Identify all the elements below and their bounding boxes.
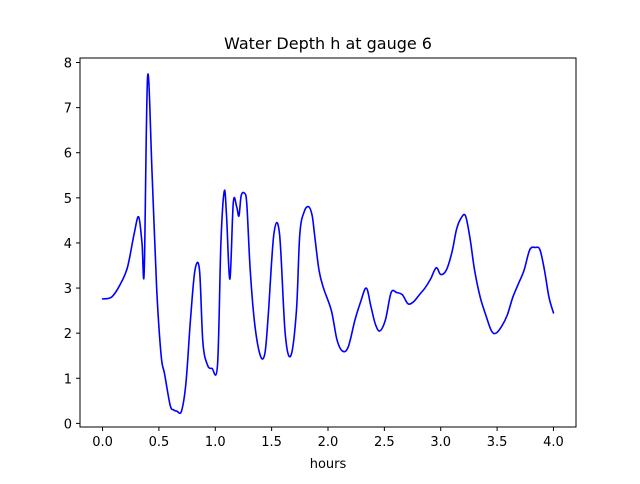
y-tick-label: 3 — [64, 282, 72, 297]
x-tick-label: 2.0 — [318, 435, 339, 450]
series-line-0 — [101, 73, 555, 415]
x-tick-label: 4.0 — [543, 435, 564, 450]
y-tick-label: 7 — [64, 102, 72, 117]
series-layer — [101, 73, 555, 415]
y-tick-label: 1 — [64, 372, 72, 387]
y-tick-label: 0 — [64, 417, 72, 432]
x-tick-label: 3.0 — [430, 435, 451, 450]
y-tick-label: 2 — [64, 327, 72, 342]
chart-title: Water Depth h at gauge 6 — [224, 34, 432, 53]
x-tick-label: 0.0 — [92, 435, 113, 450]
x-axis-label: hours — [310, 457, 347, 472]
y-tick-label: 5 — [64, 192, 72, 207]
x-axis: 0.0 0.5 1.0 1.5 2.0 2.5 3.0 3.5 4.0 — [92, 427, 564, 450]
x-tick-label: 1.0 — [205, 435, 226, 450]
y-axis: 0 1 2 3 4 5 6 7 8 — [64, 57, 80, 432]
y-tick-label: 8 — [64, 57, 72, 72]
x-tick-label: 2.5 — [374, 435, 395, 450]
y-tick-label: 4 — [64, 237, 72, 252]
x-tick-label: 3.5 — [487, 435, 508, 450]
x-tick-label: 0.5 — [149, 435, 170, 450]
x-tick-label: 1.5 — [261, 435, 282, 450]
y-tick-label: 6 — [64, 147, 72, 162]
plot-frame — [79, 57, 577, 428]
